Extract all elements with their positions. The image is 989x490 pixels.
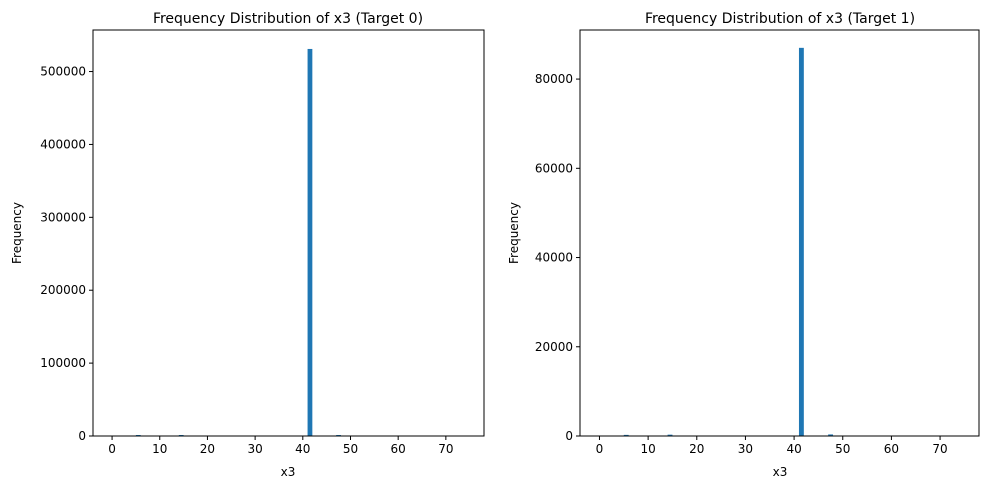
y-tick-label: 0 [78,429,86,443]
x-tick-label: 40 [295,442,310,456]
histogram-bar [798,47,804,436]
bars [623,47,834,436]
x-tick-label: 0 [108,442,116,456]
x-tick-label: 50 [835,442,850,456]
plot-area [93,30,484,436]
y-tick-label: 60000 [535,161,573,175]
x-tick-label: 60 [884,442,899,456]
chart-title: Frequency Distribution of x3 (Target 0) [153,11,423,27]
x-ticks: 0 10 20 30 40 50 60 70 [108,436,453,456]
x-ticks: 0 10 20 30 40 50 60 70 [596,436,948,456]
y-tick-label: 80000 [535,72,573,86]
y-tick-label: 100000 [40,356,86,370]
histogram-bar [623,434,629,436]
chart-title: Frequency Distribution of x3 (Target 1) [645,11,915,27]
plot-frame [92,29,485,437]
y-tick-label: 500000 [40,65,86,79]
y-tick-label: 20000 [535,340,573,354]
histogram-bar [828,434,834,436]
x-tick-label: 70 [932,442,947,456]
y-tick-label: 200000 [40,283,86,297]
chart-panel-target-0: Frequency Distribution of x3 (Target 0) … [10,11,485,479]
x-tick-label: 20 [689,442,704,456]
x-tick-label: 0 [596,442,604,456]
x-tick-label: 30 [738,442,753,456]
y-ticks: 0 20000 40000 60000 80000 [535,72,580,443]
y-ticks: 0 100000 200000 300000 400000 500000 [40,65,93,443]
y-tick-label: 40000 [535,251,573,265]
x-tick-label: 10 [152,442,167,456]
x-tick-label: 30 [247,442,262,456]
x-axis-label: x3 [281,465,296,479]
plot-area [580,30,979,436]
x-tick-label: 50 [343,442,358,456]
x-tick-label: 70 [438,442,453,456]
y-tick-label: 300000 [40,210,86,224]
y-axis-label: Frequency [10,202,24,264]
chart-panel-target-1: Frequency Distribution of x3 (Target 1) … [507,11,980,479]
y-tick-label: 400000 [40,137,86,151]
y-tick-label: 0 [565,429,573,443]
x-tick-label: 40 [786,442,801,456]
x-tick-label: 20 [200,442,215,456]
x-tick-label: 10 [640,442,655,456]
histogram-bar [667,434,673,436]
x-tick-label: 60 [391,442,406,456]
histogram-bar [307,48,313,436]
x-axis-label: x3 [773,465,788,479]
plot-frame [579,29,980,437]
y-axis-label: Frequency [507,202,521,264]
